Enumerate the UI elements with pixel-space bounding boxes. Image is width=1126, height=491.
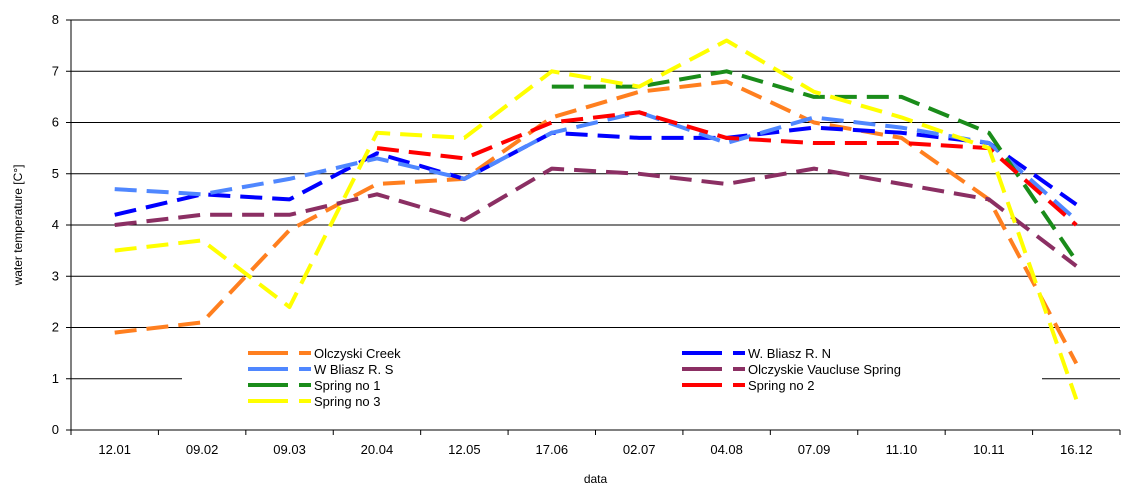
- y-tick-label: 0: [52, 422, 59, 437]
- legend-background: [182, 342, 1042, 416]
- y-tick-label: 2: [52, 320, 59, 335]
- y-tick-label: 1: [52, 371, 59, 386]
- x-axis-title: data: [584, 472, 608, 486]
- legend-label: Olczyski Creek: [314, 346, 401, 361]
- x-tick-label: 10.11: [973, 442, 1005, 457]
- legend-label: W. Bliasz R. N: [748, 346, 831, 361]
- y-axis-title: water temperature [C°]: [11, 165, 25, 287]
- y-tick-label: 3: [52, 268, 59, 283]
- x-tick-label: 17.06: [536, 442, 569, 457]
- x-tick-label: 12.01: [98, 442, 131, 457]
- x-tick-label: 09.03: [273, 442, 306, 457]
- x-tick-label: 11.10: [886, 442, 918, 457]
- y-tick-label: 8: [52, 12, 59, 27]
- y-tick-label: 7: [52, 63, 59, 78]
- x-tick-label: 20.04: [361, 442, 394, 457]
- series-line: [114, 38, 1079, 400]
- series-line: [114, 166, 1078, 268]
- x-tick-label: 04.08: [710, 442, 743, 457]
- y-tick-label: 4: [52, 217, 59, 232]
- series-line: [114, 125, 1078, 217]
- tick-labels: 0 1 2 3 4 5 6 7 8 12.01 09.02 09.03 20.04 12.05 17.06 0…: [52, 12, 1093, 457]
- x-tick-label: 09.02: [186, 442, 219, 457]
- series-line: [551, 69, 1078, 263]
- series-line: [114, 110, 1078, 222]
- gridlines: [71, 19, 1120, 380]
- axes: [66, 19, 1121, 435]
- x-tick-label: 12.05: [448, 442, 481, 457]
- series-line: [376, 110, 1078, 227]
- legend-label: W Bliasz R. S: [314, 362, 394, 377]
- y-tick-label: 5: [52, 166, 59, 181]
- x-tick-label: 16.12: [1060, 442, 1093, 457]
- legend-label: Spring no 2: [748, 378, 815, 393]
- series-lines: [114, 38, 1079, 400]
- legend-label: Spring no 3: [314, 394, 381, 409]
- series-line: [114, 79, 1079, 365]
- legend: Olczyski Creek W. Bliasz R. N W Bliasz R. …: [248, 346, 901, 409]
- x-tick-label: 07.09: [798, 442, 831, 457]
- legend-label: Olczyskie Vaucluse Spring: [748, 362, 901, 377]
- legend-label: Spring no 1: [314, 378, 381, 393]
- y-tick-label: 6: [52, 115, 59, 130]
- x-tick-label: 02.07: [623, 442, 656, 457]
